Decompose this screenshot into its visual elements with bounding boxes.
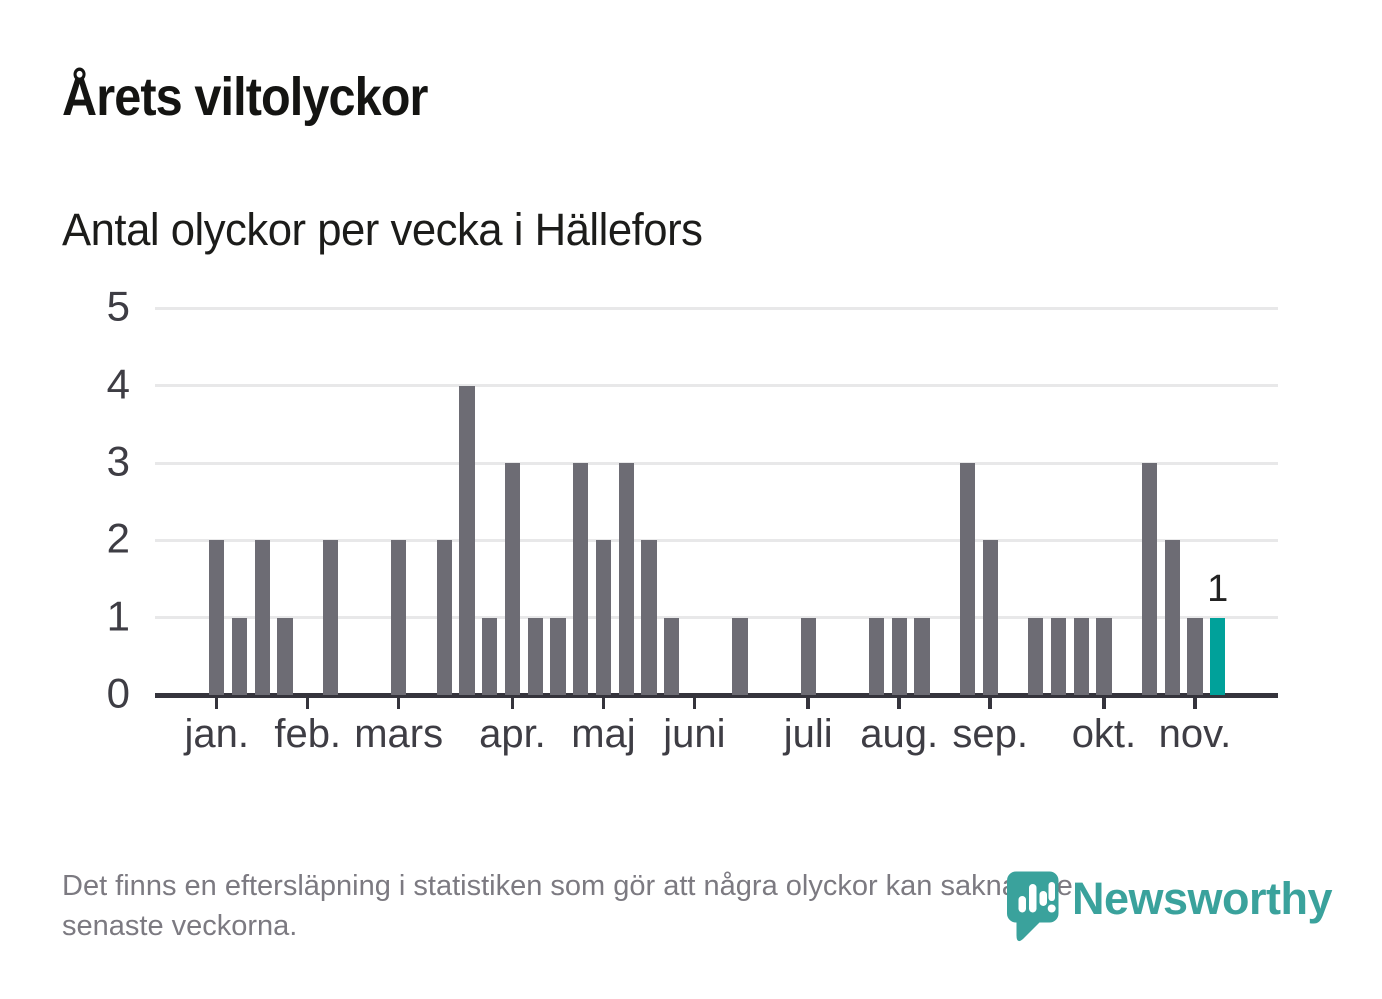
bar-week-24 [732, 617, 748, 695]
bar-week-18 [595, 540, 612, 695]
bar-week-2 [231, 617, 248, 695]
x-tick-feb [305, 695, 310, 709]
bar-week-4 [277, 617, 293, 695]
bar-week-35 [982, 540, 998, 695]
x-axis-label-nov: nov. [1158, 712, 1232, 756]
gridline-y-3 [155, 461, 1278, 465]
bar-week-1 [209, 540, 225, 695]
x-axis-line [155, 692, 1278, 698]
gridline-y-5 [155, 306, 1278, 310]
x-tick-juli [806, 695, 810, 709]
bar-week-45 [1210, 617, 1226, 695]
bar-week-34 [959, 463, 976, 695]
bar-week-19 [618, 463, 634, 695]
bar-week-17 [573, 463, 589, 695]
bar-week-38 [1050, 617, 1067, 695]
x-axis-label-maj: maj [571, 712, 636, 756]
x-tick-jan [214, 695, 219, 709]
latest-week-value-label: 1 [1207, 567, 1229, 610]
y-axis-label-3: 3 [106, 437, 130, 485]
x-tick-sep [988, 695, 992, 709]
bar-week-11 [436, 540, 452, 695]
bar-week-12 [459, 385, 475, 695]
bar-week-43 [1164, 540, 1180, 695]
bar-week-15 [527, 617, 543, 695]
bar-week-13 [482, 617, 498, 695]
x-axis-label-mars: mars [354, 712, 444, 756]
newsworthy-logo-text: Newsworthy [1072, 873, 1333, 924]
bar-week-14 [504, 463, 521, 695]
x-axis-label-jan: jan. [184, 712, 249, 756]
x-axis-label-aug: aug. [860, 712, 939, 756]
x-tick-nov [1193, 695, 1197, 709]
y-axis-label-1: 1 [106, 591, 130, 639]
x-tick-apr [510, 695, 515, 709]
bar-week-42 [1141, 463, 1158, 695]
gridline-y-2 [155, 538, 1278, 542]
y-axis-label-4: 4 [106, 359, 130, 407]
bar-week-30 [868, 617, 885, 695]
x-tick-aug [897, 695, 901, 709]
bar-week-20 [641, 540, 657, 695]
gridline-y-1 [155, 616, 1278, 620]
y-axis-label-5: 5 [106, 282, 130, 330]
x-tick-maj [601, 695, 606, 709]
x-tick-juni [692, 695, 697, 709]
x-tick-okt [1102, 695, 1106, 709]
x-tick-mars [396, 695, 401, 709]
x-axis-label-sep: sep. [952, 712, 1028, 756]
bar-week-27 [800, 617, 816, 695]
bar-week-9 [391, 540, 407, 695]
y-axis-label-0: 0 [106, 669, 130, 717]
footer-note-line-1: Det finns en eftersläpning i statistiken… [62, 870, 1073, 902]
gridline-y-4 [155, 384, 1278, 388]
x-axis-label-okt: okt. [1071, 712, 1137, 756]
bar-week-44 [1187, 617, 1203, 695]
bar-week-39 [1073, 617, 1089, 695]
bar-week-21 [664, 617, 680, 695]
y-axis-label-2: 2 [106, 514, 130, 562]
bar-week-40 [1096, 617, 1112, 695]
x-axis-label-apr: apr. [479, 712, 546, 756]
x-axis-label-juli: juli [783, 712, 833, 756]
bar-week-37 [1028, 617, 1044, 695]
x-axis-label-juni: juni [663, 712, 726, 756]
bar-week-31 [891, 617, 907, 695]
page-title: Årets viltolyckor [62, 67, 428, 127]
bar-week-16 [550, 617, 566, 695]
chart-subtitle: Antal olyckor per vecka i Hällefors [62, 204, 703, 255]
footer-note: Det finns en eftersläpning i statistiken… [62, 866, 1073, 946]
newsworthy-logo: Newsworthy [1006, 870, 1333, 942]
x-axis-label-feb: feb. [274, 712, 342, 756]
bar-week-3 [254, 540, 270, 695]
footer-note-line-2: senaste veckorna. [62, 910, 298, 942]
newsworthy-logo-icon [1007, 871, 1059, 942]
bar-week-6 [322, 540, 339, 695]
bar-week-32 [914, 617, 930, 695]
